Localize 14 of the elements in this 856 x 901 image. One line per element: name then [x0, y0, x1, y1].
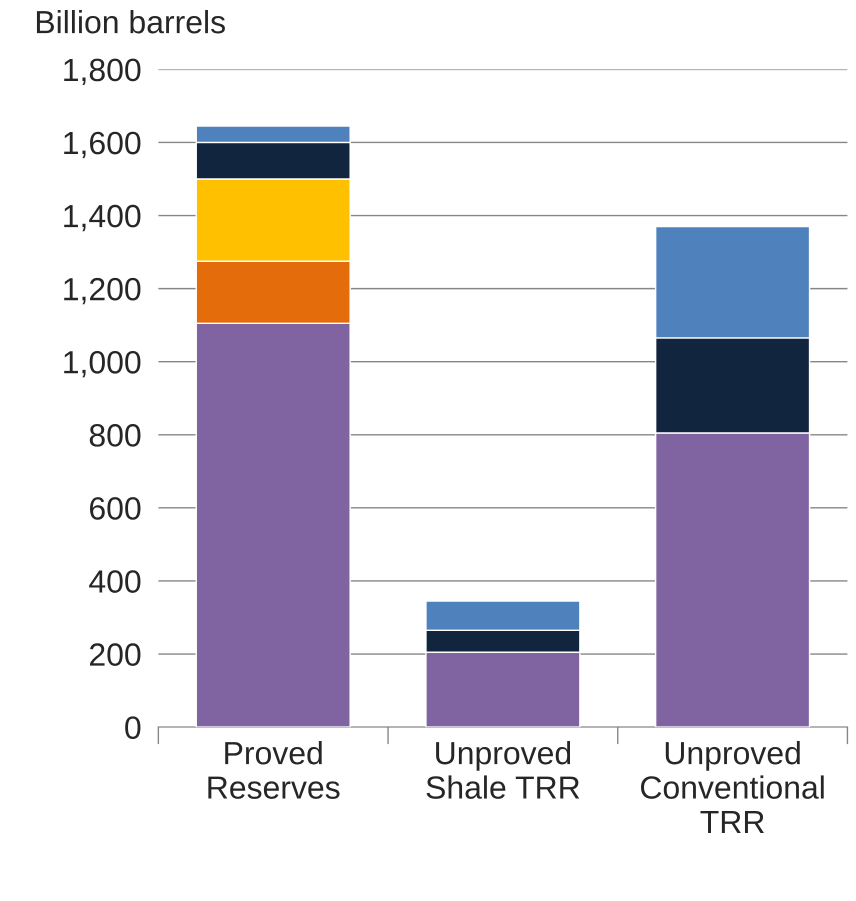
y-tick-label: 800 [90, 424, 140, 447]
y-tick-label: 400 [89, 570, 140, 593]
x-tick-label: Unproved Conventional TRR [640, 740, 824, 833]
y-tick-label: 600 [90, 497, 140, 520]
x-tick-label: Unproved Shale TRR [426, 740, 580, 799]
y-tick-label: 1,200 [64, 278, 140, 304]
y-tick-label: 0 [125, 716, 140, 739]
y-tick-label: 1,000 [64, 350, 140, 378]
x-tick-label: Proved Reserves [208, 740, 340, 799]
y-tick-label: 1,800 [64, 58, 140, 86]
y-axis-title: Billion barrels [36, 10, 225, 34]
y-tick-label: 1,600 [64, 132, 140, 158]
y-tick-label: 200 [90, 643, 140, 666]
y-tick-label: 1,400 [64, 204, 140, 232]
